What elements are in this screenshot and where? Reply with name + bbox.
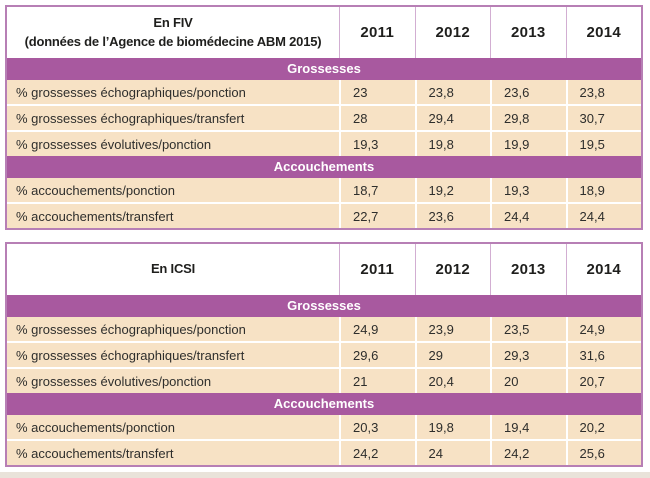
value-cell: 24,9 [565,317,642,341]
icsi-header-row: En ICSI 2011 2012 2013 2014 [7,244,641,295]
value-cell: 29 [414,343,491,367]
table-row: % grossesses échographiques/transfert 28… [7,104,641,130]
fiv-header-row: En FIV (données de l’Agence de biomédeci… [7,7,641,58]
value-cell: 19,8 [414,132,491,156]
fiv-grossesses-section: % grossesses échographiques/ponction 23 … [7,80,641,156]
value-cell: 19,3 [490,178,566,202]
table-row: % grossesses évolutives/ponction 21 20,4… [7,367,641,393]
value-cell: 22,7 [339,204,415,228]
row-label: % accouchements/transfert [16,445,174,461]
value-cell: 19,2 [414,178,491,202]
value-cell: 29,3 [490,343,566,367]
icsi-table: En ICSI 2011 2012 2013 2014 Grossesses %… [5,242,643,467]
fiv-year-header-2012: 2012 [414,7,491,58]
value-cell: 29,6 [339,343,415,367]
table-row: % grossesses échographiques/ponction 24,… [7,317,641,341]
row-label: % accouchements/ponction [16,419,175,435]
table-row: % grossesses échographiques/ponction 23 … [7,80,641,104]
icsi-table-title: En ICSI [7,244,339,295]
value-cell: 19,9 [490,132,566,156]
row-label: % grossesses échographiques/transfert [16,347,245,363]
fiv-grossesses-band: Grossesses [7,58,641,80]
value-cell: 23,6 [490,80,566,104]
row-label: % grossesses évolutives/ponction [16,373,212,389]
value-cell: 23,8 [565,80,642,104]
table-row: % accouchements/transfert 24,2 24 24,2 2… [7,439,641,465]
value-cell: 24,4 [490,204,566,228]
fiv-accouchements-section: % accouchements/ponction 18,7 19,2 19,3 … [7,178,641,228]
page: En FIV (données de l’Agence de biomédeci… [0,5,650,478]
value-cell: 18,7 [339,178,415,202]
value-cell: 20 [490,369,566,393]
value-cell: 19,4 [490,415,566,439]
row-label: % accouchements/transfert [16,208,174,224]
value-cell: 23,9 [414,317,491,341]
value-cell: 24,4 [565,204,642,228]
value-cell: 20,2 [565,415,642,439]
fiv-year-header-2013: 2013 [490,7,566,58]
icsi-grossesses-section: % grossesses échographiques/ponction 24,… [7,317,641,393]
table-row: % grossesses échographiques/transfert 29… [7,341,641,367]
value-cell: 23,5 [490,317,566,341]
value-cell: 20,3 [339,415,415,439]
value-cell: 20,7 [565,369,642,393]
value-cell: 18,9 [565,178,642,202]
value-cell: 29,4 [414,106,491,130]
value-cell: 24,9 [339,317,415,341]
fiv-title-line2: (données de l’Agence de biomédecine ABM … [24,33,322,49]
value-cell: 31,6 [565,343,642,367]
value-cell: 30,7 [565,106,642,130]
value-cell: 24 [414,441,491,465]
value-cell: 24,2 [490,441,566,465]
icsi-year-header-2011: 2011 [339,244,415,295]
fiv-year-header-2011: 2011 [339,7,415,58]
icsi-year-header-2012: 2012 [414,244,491,295]
value-cell: 19,5 [565,132,642,156]
value-cell: 19,8 [414,415,491,439]
value-cell: 29,8 [490,106,566,130]
fiv-title-line1: En FIV [153,15,193,31]
value-cell: 24,2 [339,441,415,465]
icsi-year-header-2013: 2013 [490,244,566,295]
fiv-table-title: En FIV (données de l’Agence de biomédeci… [7,7,339,58]
row-label: % grossesses échographiques/ponction [16,84,246,100]
value-cell: 25,6 [565,441,642,465]
icsi-year-header-2014: 2014 [565,244,642,295]
fiv-accouchements-band: Accouchements [7,156,641,178]
icsi-grossesses-band: Grossesses [7,295,641,317]
row-label: % accouchements/ponction [16,182,175,198]
table-row: % grossesses évolutives/ponction 19,3 19… [7,130,641,156]
value-cell: 23 [339,80,415,104]
value-cell: 19,3 [339,132,415,156]
row-label: % grossesses évolutives/ponction [16,136,212,152]
icsi-accouchements-section: % accouchements/ponction 20,3 19,8 19,4 … [7,415,641,465]
row-label: % grossesses échographiques/ponction [16,321,246,337]
table-row: % accouchements/transfert 22,7 23,6 24,4… [7,202,641,228]
fiv-year-header-2014: 2014 [565,7,642,58]
table-row: % accouchements/ponction 20,3 19,8 19,4 … [7,415,641,439]
fiv-table: En FIV (données de l’Agence de biomédeci… [5,5,643,230]
value-cell: 23,6 [414,204,491,228]
value-cell: 20,4 [414,369,491,393]
icsi-accouchements-band: Accouchements [7,393,641,415]
table-row: % accouchements/ponction 18,7 19,2 19,3 … [7,178,641,202]
row-label: % grossesses échographiques/transfert [16,110,245,126]
icsi-title-line1: En ICSI [150,261,196,277]
value-cell: 23,8 [414,80,491,104]
value-cell: 28 [339,106,415,130]
value-cell: 21 [339,369,415,393]
